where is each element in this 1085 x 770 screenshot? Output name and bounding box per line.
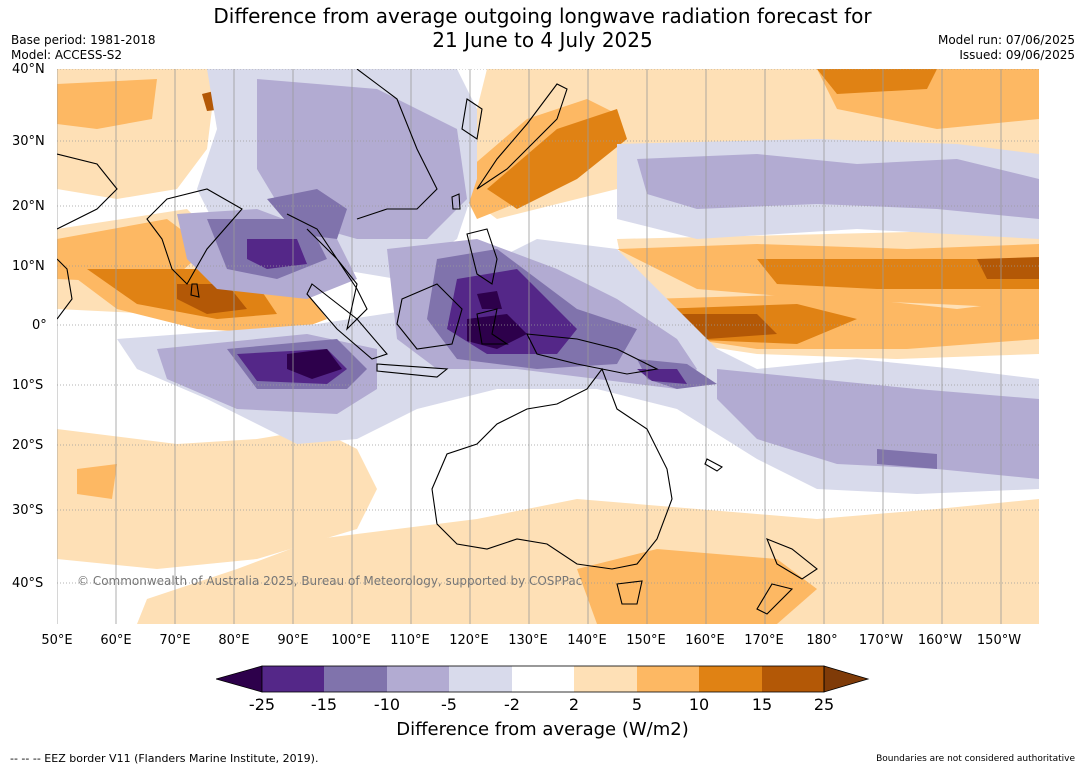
graticule xyxy=(57,69,1039,624)
colorbar-bin xyxy=(512,666,574,692)
colorbar-tick: -25 xyxy=(248,695,276,714)
lat-label-equator: 0° xyxy=(32,318,47,333)
lat-label-30s: 30°S xyxy=(12,503,44,518)
copyright-text: © Commonwealth of Australia 2025, Bureau… xyxy=(77,574,582,588)
colorbar-tick: 10 xyxy=(688,695,710,714)
model-run: Model run: 07/06/2025 xyxy=(937,33,1075,47)
colorbar-arrow-low xyxy=(216,665,263,693)
colorbar-bin xyxy=(637,666,699,692)
china-coastline xyxy=(356,69,438,220)
lon-label-50e: 50°E xyxy=(41,633,73,648)
japan-coastline xyxy=(476,83,568,190)
meta-right: Model run: 07/06/2025 Issued: 09/06/2025 xyxy=(938,33,1075,63)
colorbar-tick: 5 xyxy=(631,695,643,714)
colorbar-bin xyxy=(699,666,762,692)
colorbar-bin xyxy=(449,666,512,692)
new-zealand-coastline xyxy=(756,538,818,615)
colorbar-arrow-high xyxy=(823,665,870,693)
lon-label-140e: 140°E xyxy=(567,633,607,648)
coastlines xyxy=(57,69,818,615)
lat-label-20n: 20°N xyxy=(12,199,45,214)
lat-label-10n: 10°N xyxy=(12,259,45,274)
colorbar-bin xyxy=(762,666,824,692)
colorbar-border xyxy=(261,665,825,693)
colorbar-tick: 2 xyxy=(568,695,580,714)
lon-label-110e: 110°E xyxy=(390,633,430,648)
colorbar-tick: -5 xyxy=(441,695,457,714)
africa-coastline xyxy=(57,258,73,320)
lon-label-100e: 100°E xyxy=(331,633,371,648)
srilanka-coastline xyxy=(190,283,200,298)
lon-label-120e: 120°E xyxy=(449,633,489,648)
java-coastline xyxy=(376,363,449,378)
lon-label-170e: 170°E xyxy=(744,633,784,648)
australia-coastline xyxy=(431,367,673,570)
lon-label-60e: 60°E xyxy=(100,633,132,648)
lat-label-40n: 40°N xyxy=(12,62,45,77)
colorbar-tick: -2 xyxy=(504,695,520,714)
arabia-coastline xyxy=(57,153,118,230)
lon-label-150e: 150°E xyxy=(626,633,666,648)
colorbar-bin xyxy=(262,666,324,692)
issued-date: Issued: 09/06/2025 xyxy=(959,48,1075,62)
base-period: Base period: 1981-2018 xyxy=(11,33,156,47)
map-area: © Commonwealth of Australia 2025, Bureau… xyxy=(57,69,1039,624)
new-guinea-coastline xyxy=(526,333,659,375)
india-coastline xyxy=(146,188,243,285)
colorbar-title: Difference from average (W/m2) xyxy=(396,719,689,740)
lon-label-130e: 130°E xyxy=(508,633,548,648)
sumatra-coastline xyxy=(306,283,388,360)
lon-label-80e: 80°E xyxy=(218,633,250,648)
lon-label-160e: 160°E xyxy=(685,633,725,648)
colorbar-bin xyxy=(574,666,637,692)
lat-label-20s: 20°S xyxy=(12,438,44,453)
colorbar-tick: -10 xyxy=(373,695,401,714)
title-line-1: Difference from average outgoing longwav… xyxy=(213,4,872,28)
lat-label-10s: 10°S xyxy=(12,378,44,393)
lon-label-90e: 90°E xyxy=(277,633,309,648)
eez-note: -- -- -- EEZ border V11 (Flanders Marine… xyxy=(10,752,319,765)
colorbar-bin xyxy=(387,666,449,692)
colorbar-tick: -15 xyxy=(310,695,338,714)
lon-label-160w: 160°W xyxy=(917,633,963,648)
meta-left: Base period: 1981-2018 Model: ACCESS-S2 xyxy=(11,33,156,63)
colorbar-bin xyxy=(324,666,387,692)
lon-label-170w: 170°W xyxy=(858,633,904,648)
borneo-coastline xyxy=(396,283,463,350)
map-title: Difference from average outgoing longwav… xyxy=(0,4,1085,52)
colorbar-tick: 15 xyxy=(751,695,773,714)
boundaries-note: Boundaries are not considered authoritat… xyxy=(876,754,1075,764)
new-caledonia-coastline xyxy=(704,458,723,472)
philippines-coastline xyxy=(466,228,498,285)
lon-label-180: 180° xyxy=(806,633,838,648)
lat-label-30n: 30°N xyxy=(12,134,45,149)
anomaly-fields xyxy=(57,69,1039,624)
title-line-2: 21 June to 4 July 2025 xyxy=(432,28,653,52)
sulawesi-coastline xyxy=(476,308,509,345)
tasmania-coastline xyxy=(616,580,643,605)
colorbar xyxy=(216,665,870,693)
model-name: Model: ACCESS-S2 xyxy=(11,48,123,62)
korea-coastline xyxy=(461,98,483,140)
lon-label-150w: 150°W xyxy=(976,633,1022,648)
taiwan-coastline xyxy=(451,193,461,210)
lat-label-40s: 40°S xyxy=(12,576,44,591)
colorbar-tick: 25 xyxy=(813,695,835,714)
lon-label-70e: 70°E xyxy=(159,633,191,648)
